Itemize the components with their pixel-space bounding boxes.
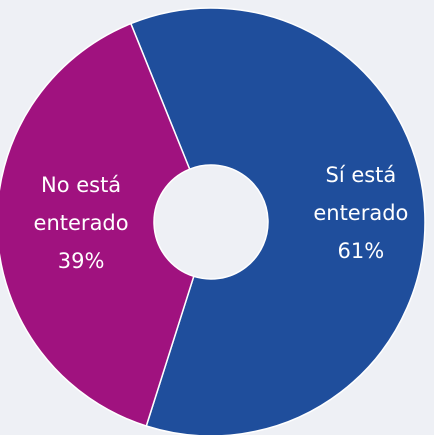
slice-label: Sí está enterado 61% <box>301 156 421 270</box>
category-label: Sí está enterado <box>313 162 409 225</box>
donut-slice <box>129 7 426 435</box>
slice-label: No está enterado 39% <box>21 166 141 280</box>
value-label: 61% <box>337 238 385 263</box>
category-label: No está enterado <box>33 173 129 236</box>
donut-slice <box>0 22 195 427</box>
value-label: 39% <box>57 249 105 274</box>
